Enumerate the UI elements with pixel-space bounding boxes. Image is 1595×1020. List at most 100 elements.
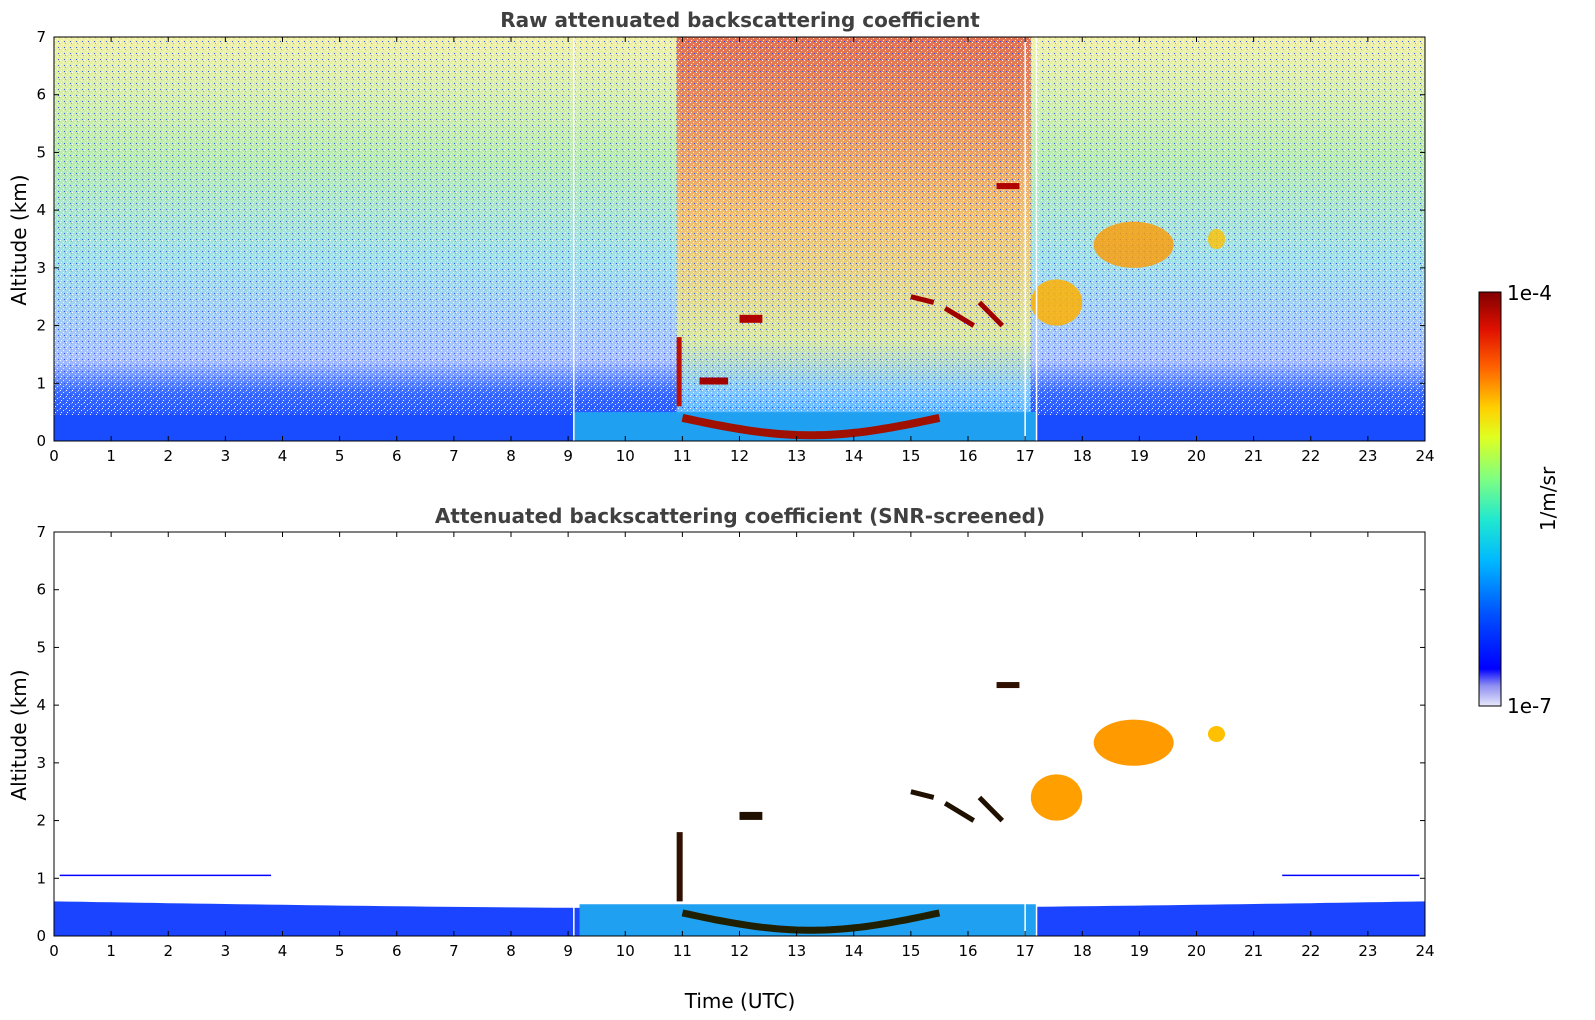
panel2-axes: 0 1 2 3 4 5 6 7 8 9 10 11 12 13 14 15 16 17 18 19 20 21 22 23 24… bbox=[36, 523, 1434, 960]
x-tick-label: 6 bbox=[392, 942, 402, 960]
low-cloud-screened bbox=[681, 909, 941, 934]
x-tick-label: 0 bbox=[49, 942, 59, 960]
x-tick-label: 18 bbox=[1073, 447, 1092, 465]
y-tick-label: 7 bbox=[36, 523, 46, 541]
x-tick-label: 8 bbox=[506, 447, 516, 465]
cloud-streak-screened bbox=[676, 832, 683, 902]
y-tick-label: 7 bbox=[36, 28, 46, 46]
x-tick-label: 19 bbox=[1130, 447, 1149, 465]
x-tick-label: 18 bbox=[1073, 942, 1092, 960]
x-tick-label: 0 bbox=[49, 447, 59, 465]
panel2-xlabel: Time (UTC) bbox=[684, 989, 796, 1013]
x-tick-label: 3 bbox=[221, 942, 231, 960]
x-tick-label: 12 bbox=[730, 942, 749, 960]
x-tick-label: 8 bbox=[506, 942, 516, 960]
y-tick-label: 1 bbox=[36, 374, 46, 392]
cloud-layer-16h bbox=[910, 294, 1005, 328]
y-tick-label: 5 bbox=[36, 638, 46, 656]
x-tick-label: 10 bbox=[616, 447, 635, 465]
panel2-title: Attenuated backscattering coefficient (S… bbox=[435, 504, 1045, 528]
x-tick-label: 11 bbox=[673, 942, 692, 960]
x-tick-label: 2 bbox=[163, 447, 173, 465]
x-tick-label: 11 bbox=[673, 447, 692, 465]
aerosol-layer-2-screened bbox=[1093, 719, 1174, 766]
x-tick-label: 1 bbox=[106, 447, 116, 465]
aerosol-layer-3-screened bbox=[1207, 726, 1226, 742]
colorbar-gradient bbox=[1478, 291, 1502, 707]
noise-speckle bbox=[54, 37, 1425, 441]
x-tick-label: 9 bbox=[563, 942, 573, 960]
x-tick-label: 10 bbox=[616, 942, 635, 960]
x-tick-label: 21 bbox=[1244, 447, 1263, 465]
y-tick-label: 4 bbox=[36, 201, 46, 219]
x-tick-label: 13 bbox=[787, 942, 806, 960]
x-tick-label: 19 bbox=[1130, 942, 1149, 960]
panel2-heatmap bbox=[54, 532, 1425, 936]
x-tick-label: 14 bbox=[844, 942, 863, 960]
x-tick-label: 4 bbox=[278, 942, 288, 960]
y-tick-label: 4 bbox=[36, 696, 46, 714]
cloud-layer-16h-screened bbox=[910, 789, 1005, 823]
low-cloud-layer bbox=[681, 413, 941, 440]
x-tick-label: 7 bbox=[449, 942, 459, 960]
colorbar-unit-label: 1/m/sr bbox=[1536, 466, 1560, 531]
colorbar-min-label: 1e-7 bbox=[1507, 694, 1552, 718]
aerosol-layer-3 bbox=[1207, 229, 1226, 249]
cloud-patch bbox=[699, 377, 729, 385]
aerosol-layer-2 bbox=[1093, 221, 1174, 268]
x-tick-label: 22 bbox=[1301, 942, 1320, 960]
snr-screened-panel: Attenuated backscattering coefficient (S… bbox=[7, 504, 1435, 1013]
y-tick-label: 5 bbox=[36, 143, 46, 161]
x-tick-label: 4 bbox=[278, 447, 288, 465]
y-tick-label: 0 bbox=[36, 927, 46, 945]
y-tick-label: 6 bbox=[36, 581, 46, 599]
x-tick-label: 16 bbox=[958, 942, 977, 960]
aerosol-layer-1-screened bbox=[1030, 774, 1083, 821]
x-tick-label: 24 bbox=[1415, 942, 1434, 960]
panel1-axes: 0 1 2 3 4 5 6 7 8 9 10 11 12 13 14 15 16 17 18 19 20 21 22 23 24… bbox=[36, 28, 1434, 465]
x-tick-label: 20 bbox=[1187, 942, 1206, 960]
y-tick-label: 3 bbox=[36, 259, 46, 277]
panel2-ylabel: Altitude (km) bbox=[7, 669, 31, 800]
screened-background bbox=[54, 532, 1425, 936]
x-tick-label: 14 bbox=[844, 447, 863, 465]
y-tick-label: 2 bbox=[36, 812, 46, 830]
x-tick-label: 24 bbox=[1415, 447, 1434, 465]
y-tick-label: 1 bbox=[36, 869, 46, 887]
x-tick-label: 22 bbox=[1301, 447, 1320, 465]
cloud-layer-high-screened bbox=[996, 682, 1020, 689]
x-tick-label: 20 bbox=[1187, 447, 1206, 465]
x-tick-label: 1 bbox=[106, 942, 116, 960]
panel1-heatmap bbox=[54, 37, 1425, 441]
y-tick-label: 3 bbox=[36, 754, 46, 772]
x-tick-label: 21 bbox=[1244, 942, 1263, 960]
colorbar: 1e-4 1e-7 1/m/sr bbox=[1478, 281, 1560, 718]
panel1-ylabel: Altitude (km) bbox=[7, 174, 31, 305]
y-tick-label: 0 bbox=[36, 432, 46, 450]
y-tick-label: 2 bbox=[36, 317, 46, 335]
x-tick-label: 9 bbox=[563, 447, 573, 465]
x-tick-label: 12 bbox=[730, 447, 749, 465]
panel1-title: Raw attenuated backscattering coefficien… bbox=[500, 8, 980, 32]
x-tick-label: 23 bbox=[1358, 942, 1377, 960]
cloud-layer-12h-screened bbox=[739, 811, 763, 820]
aerosol-layer-1 bbox=[1030, 279, 1083, 326]
x-tick-label: 15 bbox=[901, 447, 920, 465]
x-tick-label: 16 bbox=[958, 447, 977, 465]
cloud-streak bbox=[676, 337, 682, 407]
x-tick-label: 5 bbox=[335, 942, 345, 960]
x-tick-label: 3 bbox=[221, 447, 231, 465]
y-tick-label: 6 bbox=[36, 86, 46, 104]
x-tick-label: 23 bbox=[1358, 447, 1377, 465]
x-tick-label: 17 bbox=[1016, 942, 1035, 960]
x-tick-label: 13 bbox=[787, 447, 806, 465]
raw-backscatter-panel: Raw attenuated backscattering coefficien… bbox=[7, 8, 1435, 465]
cloud-layer-high bbox=[996, 183, 1020, 190]
x-tick-label: 7 bbox=[449, 447, 459, 465]
x-tick-label: 15 bbox=[901, 942, 920, 960]
x-tick-label: 5 bbox=[335, 447, 345, 465]
x-tick-label: 17 bbox=[1016, 447, 1035, 465]
cloud-layer-12h bbox=[739, 314, 763, 323]
x-tick-label: 6 bbox=[392, 447, 402, 465]
